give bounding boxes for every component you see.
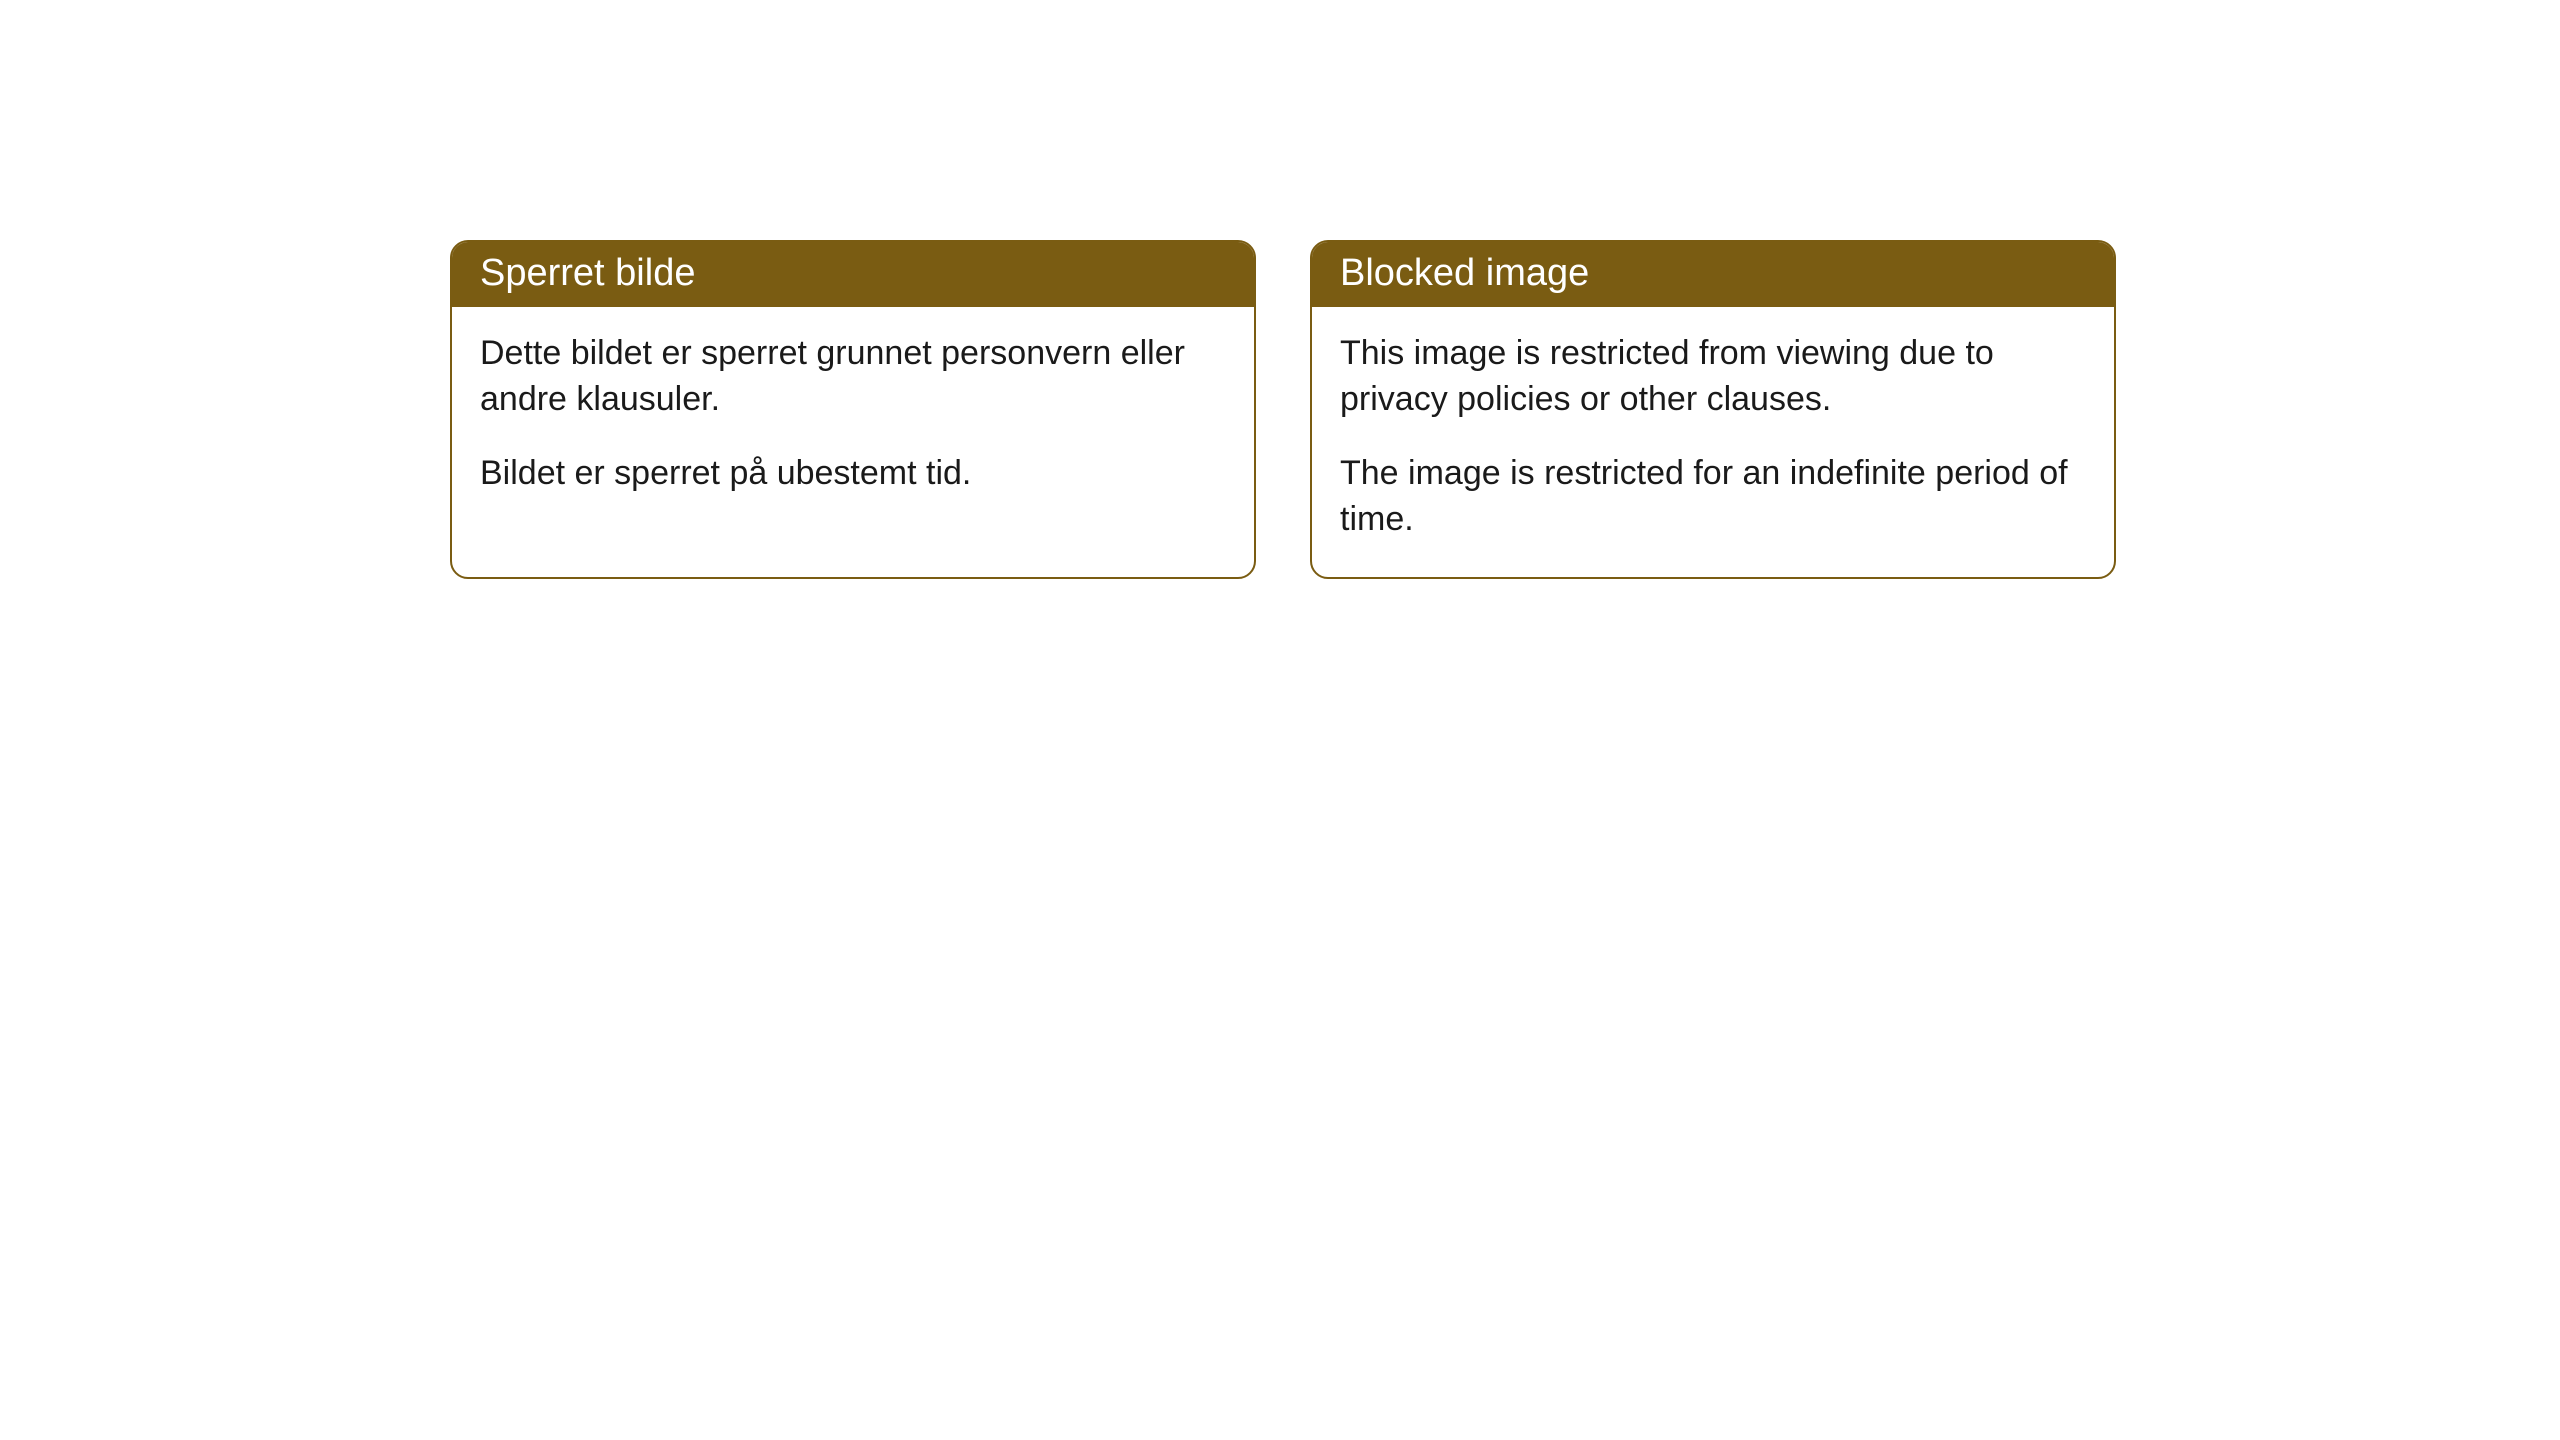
card-header-no: Sperret bilde: [452, 242, 1254, 307]
blocked-image-card-en: Blocked image This image is restricted f…: [1310, 240, 2116, 579]
card-header-en: Blocked image: [1312, 242, 2114, 307]
blocked-image-card-no: Sperret bilde Dette bildet er sperret gr…: [450, 240, 1256, 579]
card-text-en-1: This image is restricted from viewing du…: [1340, 331, 2086, 423]
card-body-no: Dette bildet er sperret grunnet personve…: [452, 307, 1254, 531]
card-text-no-1: Dette bildet er sperret grunnet personve…: [480, 331, 1226, 423]
card-text-en-2: The image is restricted for an indefinit…: [1340, 451, 2086, 543]
card-body-en: This image is restricted from viewing du…: [1312, 307, 2114, 577]
notice-cards-container: Sperret bilde Dette bildet er sperret gr…: [450, 240, 2560, 579]
card-text-no-2: Bildet er sperret på ubestemt tid.: [480, 451, 1226, 497]
